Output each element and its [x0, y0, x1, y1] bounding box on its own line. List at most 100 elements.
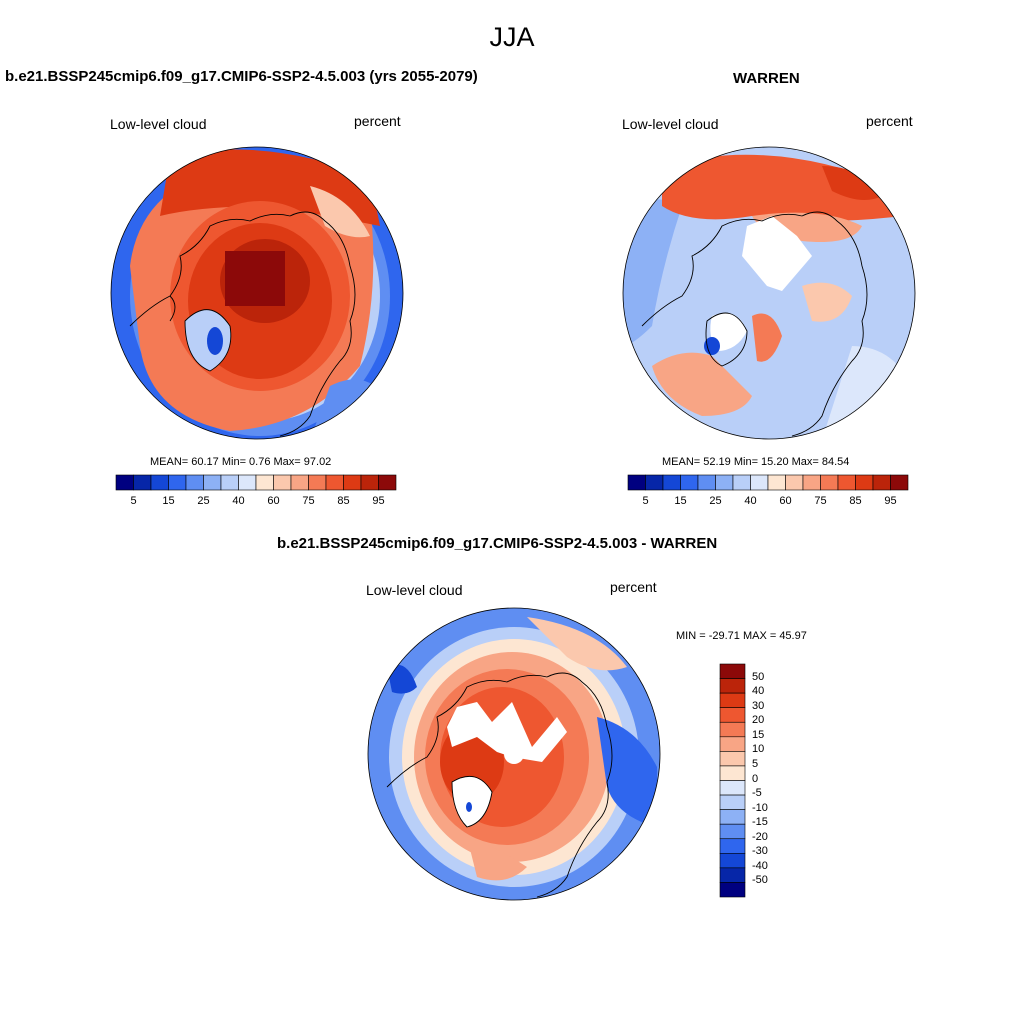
colorbar-tick-label: 40	[752, 685, 765, 698]
colorbar-tick-label: -10	[752, 801, 768, 814]
colorbar-tick-label: 5	[130, 495, 137, 507]
panel-2-title: WARREN	[733, 70, 800, 87]
panel-1-polar-map	[110, 146, 404, 440]
colorbar-swatch	[820, 474, 839, 491]
panel-2-colorbar	[627, 474, 909, 491]
colorbar-tick-label: 85	[849, 495, 862, 507]
colorbar-swatch	[308, 474, 327, 491]
colorbar-swatch	[360, 474, 379, 491]
panel-3-variable-label: Low-level cloud	[366, 582, 463, 598]
colorbar-tick-label: 25	[197, 495, 210, 507]
colorbar-swatch	[785, 474, 804, 491]
colorbar-tick-label: -40	[752, 859, 768, 872]
colorbar-swatch	[719, 823, 746, 840]
colorbar-tick-label: 85	[337, 495, 350, 507]
panel-3-stats: MIN = -29.71 MAX = 45.97	[676, 630, 807, 642]
panel-1-variable-label: Low-level cloud	[110, 116, 207, 132]
colorbar-tick-label: 95	[372, 495, 385, 507]
colorbar-tick-label: 15	[162, 495, 175, 507]
colorbar-swatch	[719, 780, 746, 796]
colorbar-swatch	[719, 765, 746, 781]
colorbar-swatch	[378, 474, 397, 491]
colorbar-tick-label: 15	[752, 728, 765, 741]
colorbar-swatch	[719, 882, 746, 898]
colorbar-tick-label: 40	[232, 495, 245, 507]
colorbar-swatch	[715, 474, 734, 491]
colorbar-swatch	[273, 474, 292, 491]
colorbar-swatch	[290, 474, 309, 491]
colorbar-tick-label: 75	[302, 495, 315, 507]
colorbar-swatch	[343, 474, 362, 491]
panel-1-title: b.e21.BSSP245cmip6.f09_g17.CMIP6-SSP2-4.…	[5, 68, 478, 85]
colorbar-swatch	[115, 474, 134, 491]
panel-1-colorbar	[115, 474, 397, 491]
panel-2-variable-label: Low-level cloud	[622, 116, 719, 132]
panel-2-units-label: percent	[866, 113, 913, 129]
colorbar-tick-label: 30	[752, 699, 765, 712]
page-title: JJA	[489, 22, 535, 52]
colorbar-tick-label: 60	[267, 495, 280, 507]
colorbar-tick-label: 20	[752, 714, 765, 727]
colorbar-swatch	[627, 474, 646, 491]
colorbar-swatch	[719, 721, 746, 738]
colorbar-tick-label: 5	[752, 757, 759, 770]
colorbar-swatch	[802, 474, 821, 491]
colorbar-swatch	[719, 692, 746, 708]
colorbar-swatch	[719, 838, 746, 854]
panel-3-polar-map	[367, 607, 661, 901]
colorbar-swatch	[185, 474, 204, 491]
colorbar-tick-label: 5	[642, 495, 649, 507]
panel-3-coastlines	[386, 672, 613, 898]
panel-2-polar-map	[622, 146, 916, 440]
colorbar-swatch	[697, 474, 716, 491]
colorbar-swatch	[325, 474, 344, 491]
panel-3-units-label: percent	[610, 579, 657, 595]
panel-3-map-fill	[368, 608, 660, 900]
colorbar-tick-label: -50	[752, 874, 768, 887]
colorbar-swatch	[890, 474, 909, 491]
colorbar-swatch	[750, 474, 769, 491]
colorbar-swatch	[662, 474, 681, 491]
panel-1-map-fill	[111, 147, 403, 439]
colorbar-tick-label: -5	[752, 787, 762, 800]
colorbar-tick-label: 50	[752, 670, 765, 683]
panel-1-stats: MEAN= 60.17 Min= 0.76 Max= 97.02	[150, 456, 332, 468]
panel-3-colorbar	[719, 663, 746, 898]
colorbar-tick-label: 40	[744, 495, 757, 507]
colorbar-swatch	[168, 474, 187, 491]
colorbar-tick-label: 75	[814, 495, 827, 507]
colorbar-swatch	[732, 474, 751, 491]
colorbar-tick-label: 25	[709, 495, 722, 507]
colorbar-swatch	[872, 474, 891, 491]
panel-2-coastlines	[641, 211, 868, 437]
colorbar-swatch	[719, 853, 746, 869]
panel-2-map-fill	[623, 147, 915, 439]
colorbar-swatch	[680, 474, 699, 491]
panel-2-stats: MEAN= 52.19 Min= 15.20 Max= 84.54	[662, 456, 850, 468]
panel-1-units-label: percent	[354, 113, 401, 129]
colorbar-swatch	[719, 707, 746, 723]
colorbar-swatch	[133, 474, 152, 491]
colorbar-tick-label: 15	[674, 495, 687, 507]
colorbar-swatch	[719, 794, 746, 810]
colorbar-swatch	[150, 474, 169, 491]
colorbar-tick-label: -15	[752, 816, 768, 829]
colorbar-swatch	[719, 663, 746, 679]
colorbar-swatch	[719, 751, 746, 767]
panel-3-title: b.e21.BSSP245cmip6.f09_g17.CMIP6-SSP2-4.…	[277, 535, 718, 552]
colorbar-tick-label: -30	[752, 845, 768, 858]
colorbar-swatch	[767, 474, 786, 491]
colorbar-swatch	[719, 678, 746, 694]
colorbar-tick-label: 0	[752, 772, 759, 785]
colorbar-tick-label: 10	[752, 743, 765, 756]
colorbar-swatch	[837, 474, 856, 491]
colorbar-swatch	[645, 474, 664, 491]
colorbar-tick-label: 60	[779, 495, 792, 507]
colorbar-swatch	[719, 736, 746, 752]
colorbar-swatch	[238, 474, 257, 491]
colorbar-swatch	[855, 474, 874, 491]
colorbar-swatch	[719, 809, 746, 825]
colorbar-tick-label: 95	[884, 495, 897, 507]
colorbar-swatch	[203, 474, 222, 491]
colorbar-swatch	[220, 474, 239, 491]
